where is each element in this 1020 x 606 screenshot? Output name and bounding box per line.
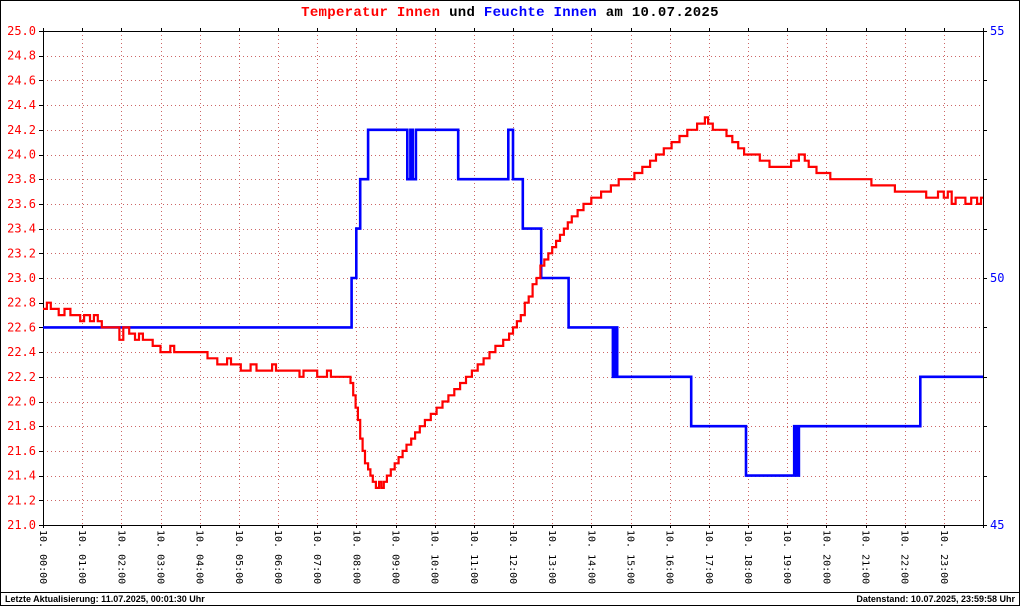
svg-text:10. 04:00: 10. 04:00 [194, 530, 205, 584]
svg-text:10. 10:00: 10. 10:00 [429, 530, 440, 584]
svg-text:10. 06:00: 10. 06:00 [272, 530, 283, 584]
right-axis-labels: 55 50 45 [990, 24, 1004, 532]
svg-text:10. 09:00: 10. 09:00 [390, 530, 401, 584]
svg-text:21.6: 21.6 [7, 444, 36, 458]
svg-text:23.6: 23.6 [7, 197, 36, 211]
svg-text:10. 03:00: 10. 03:00 [155, 530, 166, 584]
svg-text:24.4: 24.4 [7, 98, 36, 112]
svg-text:23.4: 23.4 [7, 222, 36, 236]
svg-text:23.8: 23.8 [7, 172, 36, 186]
svg-text:22.2: 22.2 [7, 370, 36, 384]
svg-text:23.2: 23.2 [7, 246, 36, 260]
svg-text:25.0: 25.0 [7, 24, 36, 38]
svg-text:10. 15:00: 10. 15:00 [625, 530, 636, 584]
svg-text:24.2: 24.2 [7, 123, 36, 137]
svg-text:10. 05:00: 10. 05:00 [233, 530, 244, 584]
svg-text:24.0: 24.0 [7, 148, 36, 162]
svg-text:55: 55 [990, 24, 1004, 38]
svg-text:21.8: 21.8 [7, 419, 36, 433]
svg-text:10. 13:00: 10. 13:00 [546, 530, 557, 584]
svg-text:10. 23:00: 10. 23:00 [938, 530, 949, 584]
svg-text:22.4: 22.4 [7, 345, 36, 359]
svg-text:21.0: 21.0 [7, 518, 36, 532]
svg-text:21.4: 21.4 [7, 469, 36, 483]
last-update-text: Letzte Aktualisierung: 11.07.2025, 00:01… [5, 594, 205, 604]
svg-text:22.6: 22.6 [7, 320, 36, 334]
status-bar: Letzte Aktualisierung: 11.07.2025, 00:01… [1, 592, 1019, 605]
axis-ticks [39, 28, 987, 528]
svg-text:10. 21:00: 10. 21:00 [860, 530, 871, 584]
title-temperature-label: Temperatur Innen [301, 5, 441, 21]
svg-text:10. 08:00: 10. 08:00 [350, 530, 361, 584]
svg-text:10. 12:00: 10. 12:00 [507, 530, 518, 584]
chart-title: Temperatur Innen und Feuchte Innen am 10… [1, 5, 1019, 21]
svg-text:23.0: 23.0 [7, 271, 36, 285]
svg-text:10. 01:00: 10. 01:00 [76, 530, 87, 584]
svg-text:10. 00:00: 10. 00:00 [37, 530, 48, 584]
gridlines [43, 31, 983, 525]
svg-text:10. 02:00: 10. 02:00 [115, 530, 126, 584]
svg-text:22.8: 22.8 [7, 296, 36, 310]
svg-text:10. 20:00: 10. 20:00 [820, 530, 831, 584]
left-axis-labels: 25.0 24.8 24.6 24.4 24.2 24.0 23.8 23.6 23.4 23.2… [7, 24, 36, 532]
svg-text:10. 22:00: 10. 22:00 [899, 530, 910, 584]
svg-text:24.6: 24.6 [7, 73, 36, 87]
svg-text:22.0: 22.0 [7, 395, 36, 409]
humidity-series-line [43, 128, 983, 477]
title-conjunction: und [449, 5, 476, 21]
svg-text:10. 14:00: 10. 14:00 [585, 530, 596, 584]
svg-text:45: 45 [990, 518, 1004, 532]
svg-text:24.8: 24.8 [7, 49, 36, 63]
title-date: am 10.07.2025 [605, 5, 719, 21]
svg-text:10. 17:00: 10. 17:00 [703, 530, 714, 584]
x-axis-labels: 10. 00:00 10. 01:00 10. 02:00 10. 03:00 10. … [37, 530, 949, 584]
svg-text:10. 19:00: 10. 19:00 [781, 530, 792, 584]
svg-text:21.2: 21.2 [7, 493, 36, 507]
svg-text:10. 18:00: 10. 18:00 [742, 530, 753, 584]
title-humidity-label: Feuchte Innen [483, 5, 598, 21]
svg-text:10. 16:00: 10. 16:00 [664, 530, 675, 584]
svg-text:10. 11:00: 10. 11:00 [468, 530, 479, 584]
svg-text:50: 50 [990, 271, 1004, 285]
data-state-text: Datenstand: 10.07.2025, 23:59:58 Uhr [856, 594, 1015, 604]
temperature-series-line [43, 116, 983, 489]
svg-text:10. 07:00: 10. 07:00 [311, 530, 322, 584]
